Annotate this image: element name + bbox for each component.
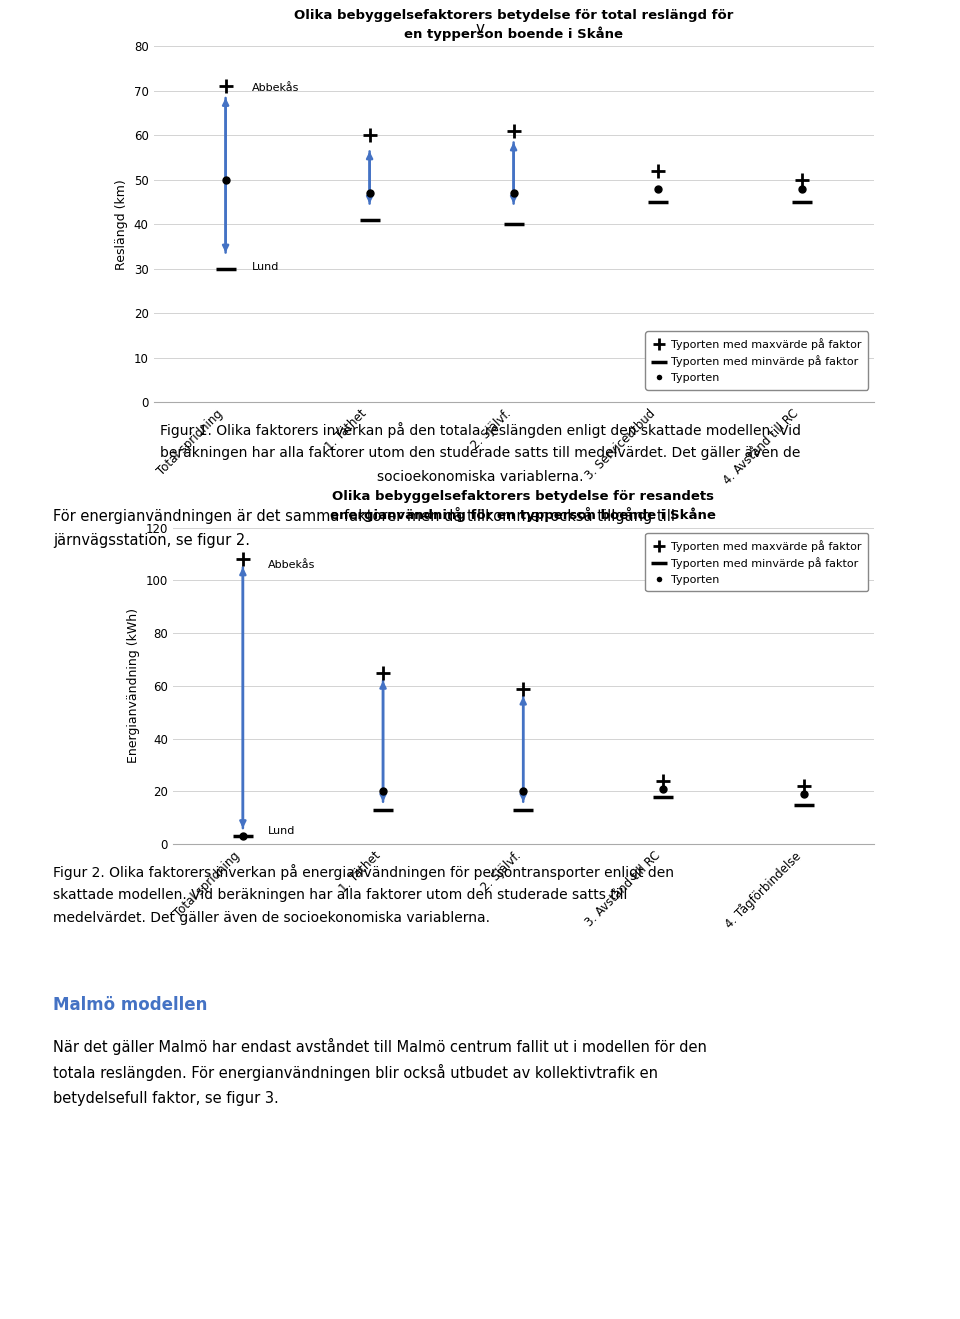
Legend: Typorten med maxvärde på faktor, Typorten med minvärde på faktor, Typorten: Typorten med maxvärde på faktor, Typorte… [645,331,868,389]
Text: Abbekås: Abbekås [268,559,316,570]
Text: medelvärdet. Det gäller även de socioekonomiska variablerna.: medelvärdet. Det gäller även de socioeko… [53,911,490,926]
Text: järnvägsstation, se figur 2.: järnvägsstation, se figur 2. [53,533,250,547]
Text: beräkningen har alla faktorer utom den studerade satts till medelvärdet. Det gäl: beräkningen har alla faktorer utom den s… [159,446,801,460]
Text: För energianvändningen är det samma faktorer men då tillkommer också tillgång ti: För energianvändningen är det samma fakt… [53,506,675,524]
Text: v: v [475,21,485,36]
Text: Lund: Lund [252,261,279,272]
Y-axis label: Energianvändning (kWh): Energianvändning (kWh) [127,608,140,764]
Legend: Typorten med maxvärde på faktor, Typorten med minvärde på faktor, Typorten: Typorten med maxvärde på faktor, Typorte… [645,533,868,591]
Title: Olika bebyggelsefaktorers betydelse för resandets
energianvändning för en typper: Olika bebyggelsefaktorers betydelse för … [330,491,716,522]
Y-axis label: Reslängd (km): Reslängd (km) [115,179,129,269]
Text: Abbekås: Abbekås [252,83,299,94]
Text: skattade modellen. Vid beräkningen har alla faktorer utom den studerade satts ti: skattade modellen. Vid beräkningen har a… [53,888,627,902]
Text: totala reslängden. För energianvändningen blir också utbudet av kollektivtrafik : totala reslängden. För energianvändninge… [53,1064,658,1082]
Title: Olika bebyggelsefaktorers betydelse för total reslängd för
en typperson boende i: Olika bebyggelsefaktorers betydelse för … [294,9,733,41]
Text: betydelsefull faktor, se figur 3.: betydelsefull faktor, se figur 3. [53,1091,278,1105]
Text: När det gäller Malmö har endast avståndet till Malmö centrum fallit ut i modelle: När det gäller Malmö har endast avstånde… [53,1038,707,1055]
Text: Malmö modellen: Malmö modellen [53,996,207,1014]
Text: Figur 2. Olika faktorers inverkan på energianvändningen för persontransporter en: Figur 2. Olika faktorers inverkan på ene… [53,864,674,880]
Text: Figur 1. Olika faktorers inverkan på den totala reslängden enligt den skattade m: Figur 1. Olika faktorers inverkan på den… [159,422,801,438]
Text: socioekonomiska variablerna.: socioekonomiska variablerna. [376,470,584,484]
Text: Lund: Lund [268,826,296,836]
